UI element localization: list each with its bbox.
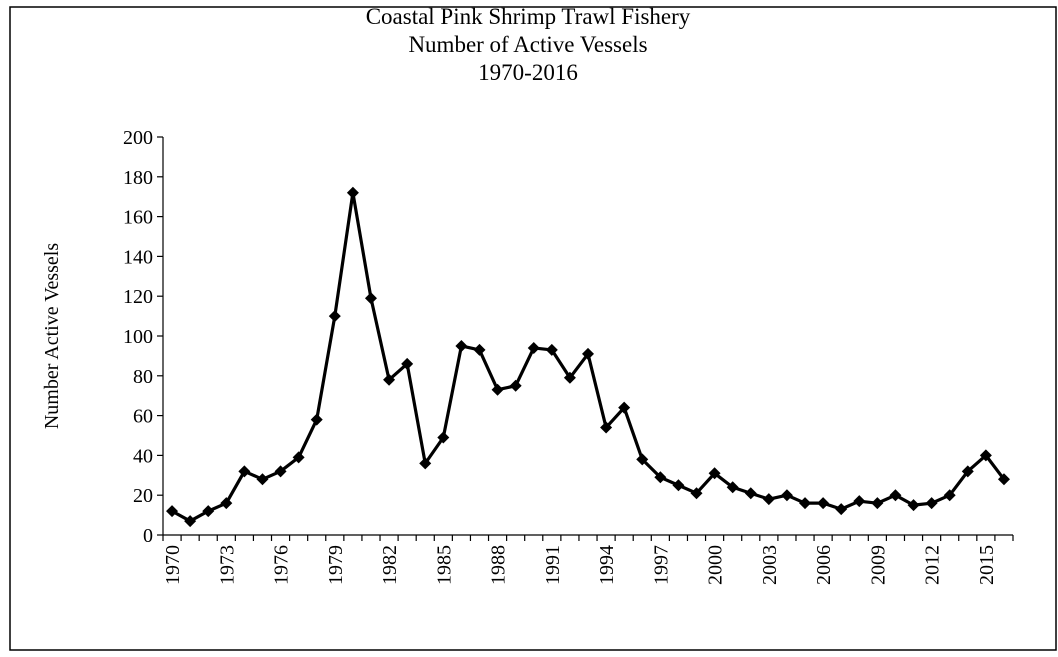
x-tick-label: 2000 xyxy=(705,545,727,585)
data-point xyxy=(364,292,377,305)
data-point xyxy=(437,431,450,444)
data-point xyxy=(527,341,540,354)
x-tick-label: 2006 xyxy=(813,545,835,585)
data-point xyxy=(943,489,956,502)
y-tick-label: 80 xyxy=(133,366,153,388)
chart-title-line: Coastal Pink Shrimp Trawl Fishery xyxy=(366,4,691,29)
data-point xyxy=(274,465,287,478)
data-point xyxy=(473,343,486,356)
data-point xyxy=(383,373,396,386)
y-tick-label: 200 xyxy=(123,127,153,149)
data-point xyxy=(690,487,703,500)
data-point xyxy=(853,495,866,508)
x-tick-label: 1997 xyxy=(650,545,672,585)
data-point xyxy=(907,499,920,512)
data-point xyxy=(780,489,793,502)
y-tick-label: 20 xyxy=(133,485,153,507)
data-point xyxy=(582,347,594,360)
x-tick-label: 1976 xyxy=(271,545,293,585)
data-point xyxy=(672,479,685,492)
y-tick-label: 100 xyxy=(123,326,153,348)
data-point xyxy=(654,471,667,484)
y-tick-label: 0 xyxy=(143,525,153,547)
y-tick-label: 180 xyxy=(123,167,153,189)
data-point xyxy=(997,473,1010,486)
data-point xyxy=(835,503,848,516)
data-point xyxy=(636,453,649,466)
data-point xyxy=(401,357,414,370)
x-tick-label: 2015 xyxy=(976,545,998,585)
x-tick-label: 1985 xyxy=(433,545,455,585)
data-point xyxy=(292,451,305,464)
data-point xyxy=(491,383,504,396)
data-point xyxy=(310,413,323,426)
x-tick-label: 1970 xyxy=(162,545,184,585)
x-tick-label: 1979 xyxy=(325,545,347,585)
data-point xyxy=(925,497,938,510)
data-point xyxy=(202,505,215,518)
y-tick-label: 160 xyxy=(123,207,153,229)
x-tick-label: 1982 xyxy=(379,545,401,585)
y-tick-label: 40 xyxy=(133,445,153,467)
y-tick-label: 140 xyxy=(123,246,153,268)
data-point xyxy=(419,457,432,470)
x-tick-label: 1994 xyxy=(596,545,618,585)
x-tick-label: 1991 xyxy=(542,545,564,585)
data-point xyxy=(509,379,522,392)
chart-title-line: 1970-2016 xyxy=(478,60,578,85)
data-point xyxy=(799,497,812,510)
data-point xyxy=(455,339,468,352)
y-tick-label: 120 xyxy=(123,286,153,308)
data-point xyxy=(762,493,775,506)
chart-frame xyxy=(9,6,1057,651)
data-point xyxy=(238,465,251,478)
data-point xyxy=(600,421,613,434)
data-point xyxy=(871,497,884,510)
data-point xyxy=(726,481,739,494)
data-point xyxy=(563,371,576,384)
data-point xyxy=(328,310,341,323)
x-tick-label: 1988 xyxy=(488,545,510,585)
data-point xyxy=(817,497,830,510)
data-point xyxy=(184,515,197,528)
x-tick-label: 2003 xyxy=(759,545,781,585)
data-point xyxy=(545,343,558,356)
y-axis-label: Number Active Vessels xyxy=(41,243,63,429)
x-tick-label: 2012 xyxy=(922,545,944,585)
data-point xyxy=(618,401,631,414)
data-point xyxy=(708,467,721,480)
data-point xyxy=(979,449,992,462)
data-point xyxy=(889,489,902,502)
chart-title-line: Number of Active Vessels xyxy=(408,32,647,57)
data-point xyxy=(961,465,974,478)
data-point xyxy=(744,487,757,500)
x-tick-label: 1973 xyxy=(216,545,238,585)
y-tick-label: 60 xyxy=(133,406,153,428)
x-tick-label: 2009 xyxy=(867,545,889,585)
data-point xyxy=(346,186,359,199)
data-point xyxy=(166,505,179,518)
data-point xyxy=(220,497,233,510)
data-point xyxy=(256,473,269,486)
